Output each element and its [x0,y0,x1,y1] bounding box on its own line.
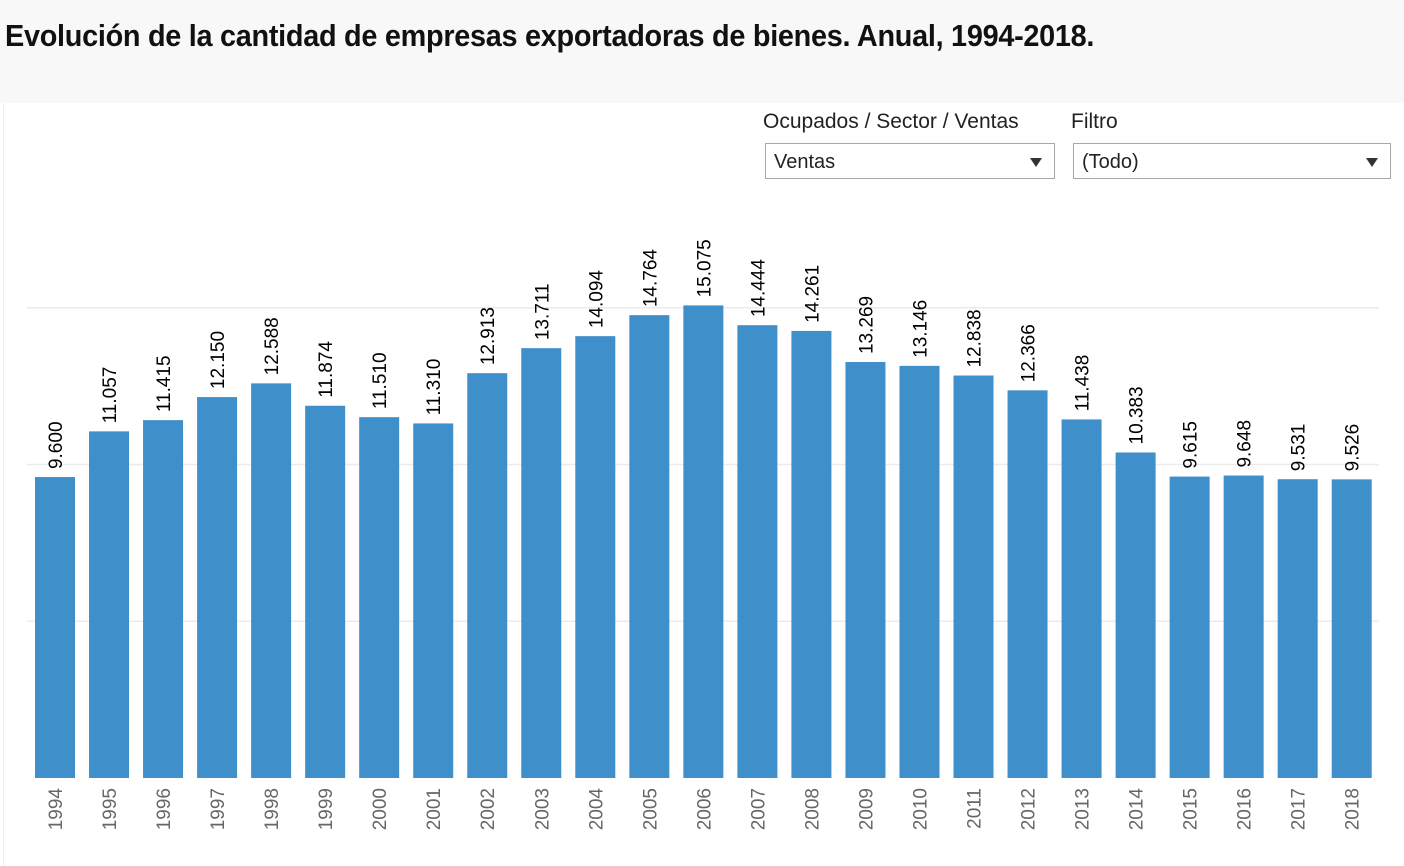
data-label: 12.588 [262,317,283,375]
x-tick-label: 2010 [910,788,931,830]
filtro-select-value: (Todo) [1082,151,1139,173]
x-tick-label: 2016 [1235,788,1256,830]
bar-2002[interactable] [467,373,508,778]
dropdown-arrow-icon [1366,158,1378,167]
filter-label-filtro: Filtro [1071,110,1118,133]
data-label: 12.150 [208,331,229,389]
data-label: 11.438 [1073,355,1094,412]
bar-2005[interactable] [629,315,670,778]
data-label: 12.838 [965,309,986,367]
x-tick-label: 1994 [46,788,67,831]
bar-2016[interactable] [1223,475,1264,778]
data-label: 11.310 [424,359,445,416]
data-label: 14.094 [586,270,607,329]
data-label: 12.913 [478,307,499,365]
bar-2013[interactable] [1061,419,1102,778]
bar-1995[interactable] [89,431,130,778]
page-title: Evolución de la cantidad de empresas exp… [5,18,1095,53]
data-label: 9.531 [1289,424,1310,472]
bar-2007[interactable] [737,325,778,778]
bar-2006[interactable] [683,305,724,778]
bar-2008[interactable] [791,330,832,778]
dropdown-arrow-icon [1030,158,1042,167]
x-tick-label: 2007 [748,788,769,830]
data-labels: 9.600 11.057 11.415 12.150 12.588 11.874 11.51… [46,239,1364,471]
bar-2003[interactable] [521,348,562,778]
bar-2018[interactable] [1331,479,1372,778]
data-label: 10.383 [1127,386,1148,444]
data-label: 13.146 [910,300,931,358]
bar-2001[interactable] [413,423,454,778]
bar-1996[interactable] [143,420,184,778]
x-tick-label: 1997 [208,788,229,830]
data-label: 9.615 [1181,421,1202,469]
filtro-select[interactable]: (Todo) [1073,143,1391,179]
data-label: 13.269 [856,296,877,354]
data-label: 14.261 [802,265,823,323]
x-axis-tick-labels: 1994 1995 1996 1997 1998 1999 2000 2001 2002 2003… [46,788,1364,831]
x-tick-label: 1998 [262,788,283,830]
bar-2015[interactable] [1169,476,1210,778]
data-label: 11.874 [316,341,337,398]
x-tick-label: 2013 [1073,788,1094,830]
x-tick-label: 2011 [965,788,986,829]
x-tick-label: 2003 [532,788,553,830]
x-tick-label: 2017 [1289,788,1310,830]
bar-1997[interactable] [197,397,238,778]
data-label: 11.415 [154,355,175,412]
x-tick-label: 2004 [586,788,607,831]
x-tick-label: 2015 [1181,788,1202,830]
bar-2017[interactable] [1277,479,1318,778]
bar-2000[interactable] [359,417,400,778]
data-label: 9.648 [1235,420,1256,468]
bar-2011[interactable] [953,375,994,778]
x-tick-label: 2005 [640,788,661,830]
x-tick-label: 2018 [1343,788,1364,830]
x-tick-label: 2000 [370,788,391,830]
header-band: Evolución de la cantidad de empresas exp… [0,0,1404,103]
bar-1999[interactable] [305,405,346,778]
measure-select-value: Ventas [774,151,836,173]
x-tick-label: 2014 [1127,788,1148,831]
data-label: 11.510 [370,352,391,409]
bar-2009[interactable] [845,362,886,778]
data-label: 9.600 [46,421,67,469]
x-tick-label: 1996 [154,788,175,830]
data-label: 14.764 [640,249,661,308]
bar-1994[interactable] [35,477,75,778]
x-tick-label: 2009 [856,788,877,830]
data-label: 9.526 [1343,424,1364,472]
bar-2004[interactable] [575,336,616,778]
x-tick-label: 1999 [316,788,337,830]
x-tick-label: 2001 [424,788,445,830]
data-label: 14.444 [748,259,769,318]
x-tick-label: 2012 [1019,788,1040,830]
x-tick-label: 2008 [802,788,823,830]
bar-2010[interactable] [899,365,940,778]
bar-1998[interactable] [251,383,292,778]
x-tick-label: 1995 [100,788,121,830]
filter-label-measure: Ocupados / Sector / Ventas [763,110,1019,133]
data-label: 11.057 [100,367,121,424]
bar-2014[interactable] [1115,452,1156,778]
data-label: 12.366 [1019,324,1040,382]
bars [35,305,1372,778]
data-label: 15.075 [694,239,715,297]
bar-2012[interactable] [1007,390,1048,778]
data-label: 13.711 [532,283,553,340]
x-tick-label: 2002 [478,788,499,830]
measure-select[interactable]: Ventas [765,143,1055,179]
x-tick-label: 2006 [694,788,715,830]
